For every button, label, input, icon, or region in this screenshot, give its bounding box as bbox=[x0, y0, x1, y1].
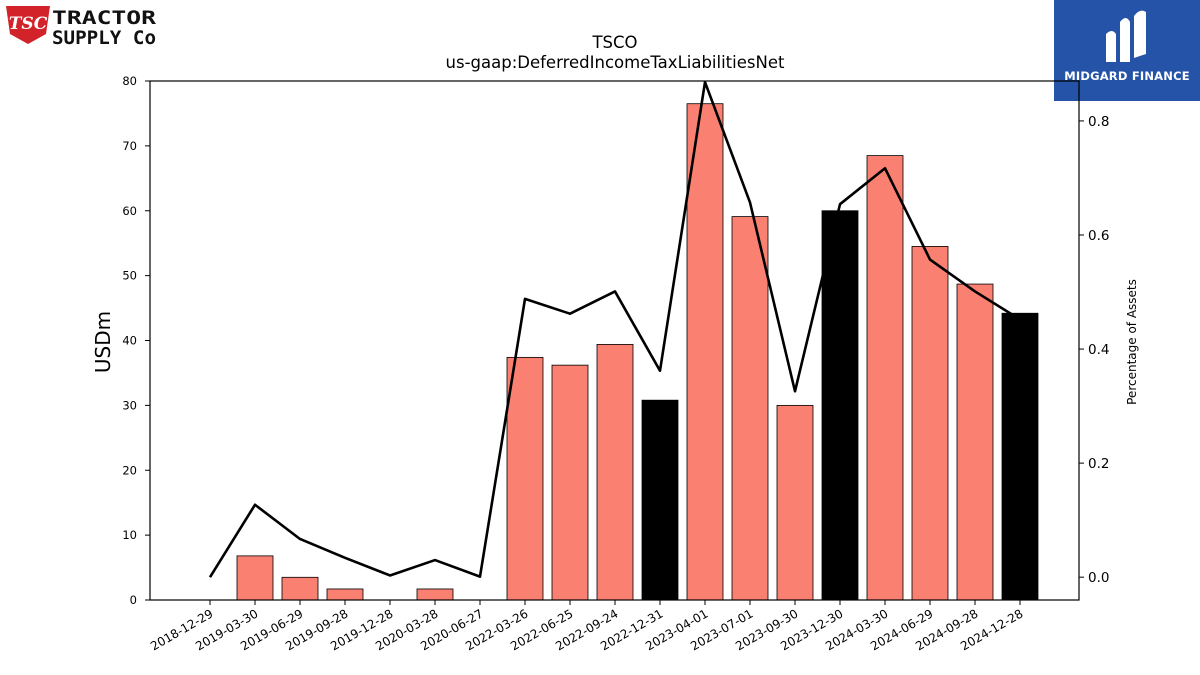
bar-2022-09-24 bbox=[596, 343, 634, 601]
y-axis-label: USDm bbox=[91, 311, 115, 373]
bar-2023-04-01 bbox=[686, 103, 724, 601]
y-tick-label: 40 bbox=[122, 334, 137, 348]
y-tick-label: 80 bbox=[122, 74, 137, 88]
y-axis-right: 0.0 0.2 0.4 0.6 0.8 bbox=[1079, 114, 1109, 586]
chart-title: TSCO bbox=[591, 33, 637, 52]
y-tick-label: 20 bbox=[122, 463, 137, 477]
y2-tick-label: 0.6 bbox=[1088, 228, 1109, 244]
y2-tick-label: 0.2 bbox=[1088, 456, 1109, 472]
bar-2019-06-29 bbox=[281, 576, 319, 601]
midgard-logo-text: MIDGARD FINANCE bbox=[1064, 69, 1190, 83]
bar-2024-09-28 bbox=[956, 283, 994, 601]
bar-2022-12-31 bbox=[641, 399, 679, 601]
tsc-badge-icon: TSC bbox=[6, 6, 50, 44]
bar-series bbox=[236, 103, 1039, 601]
y-tick-label: 60 bbox=[122, 204, 137, 218]
y2-tick-label: 0.8 bbox=[1088, 114, 1109, 130]
y2-tick-label: 0.4 bbox=[1088, 342, 1109, 358]
y-tick-label: 70 bbox=[122, 139, 137, 153]
bar-2023-07-01 bbox=[731, 216, 769, 601]
y-tick-label: 50 bbox=[122, 269, 137, 283]
y2-tick-label: 0.0 bbox=[1088, 570, 1109, 586]
y-tick-label: 30 bbox=[122, 398, 137, 412]
midgard-emblem-icon bbox=[1106, 10, 1146, 62]
bar-2024-12-28 bbox=[1001, 312, 1039, 601]
tsc-logo-line2: SUPPLY Co bbox=[52, 27, 156, 49]
tsc-logo-line1: TRACTOR bbox=[52, 7, 157, 29]
tractor-supply-logo: TSC TRACTOR SUPPLY Co bbox=[6, 6, 157, 49]
midgard-finance-logo: MIDGARD FINANCE bbox=[1054, 0, 1200, 101]
line-series bbox=[208, 80, 1021, 578]
chart-subtitle: us-gaap:DeferredIncomeTaxLiabilitiesNet bbox=[446, 53, 785, 72]
x-axis: 2018-12-292019-03-302019-06-292019-09-28… bbox=[148, 600, 1026, 653]
bar-2022-03-26 bbox=[506, 356, 544, 601]
y-axis-left: 0 10 20 30 40 50 60 70 80 bbox=[122, 74, 150, 607]
bar-2019-09-28 bbox=[326, 588, 364, 601]
y-tick-label: 10 bbox=[122, 528, 137, 542]
bar-2024-06-29 bbox=[911, 246, 949, 601]
y2-axis-label: Percentage of Assets bbox=[1125, 279, 1139, 405]
bar-2023-12-30 bbox=[821, 210, 859, 601]
y-tick-label: 0 bbox=[130, 593, 137, 607]
bar-2019-03-30 bbox=[236, 555, 274, 601]
tsc-badge-text: TSC bbox=[9, 14, 48, 34]
bar-2022-06-25 bbox=[551, 364, 589, 601]
bar-2020-03-28 bbox=[416, 588, 454, 601]
bar-2024-03-30 bbox=[866, 155, 904, 601]
bar-2023-09-30 bbox=[776, 404, 814, 601]
